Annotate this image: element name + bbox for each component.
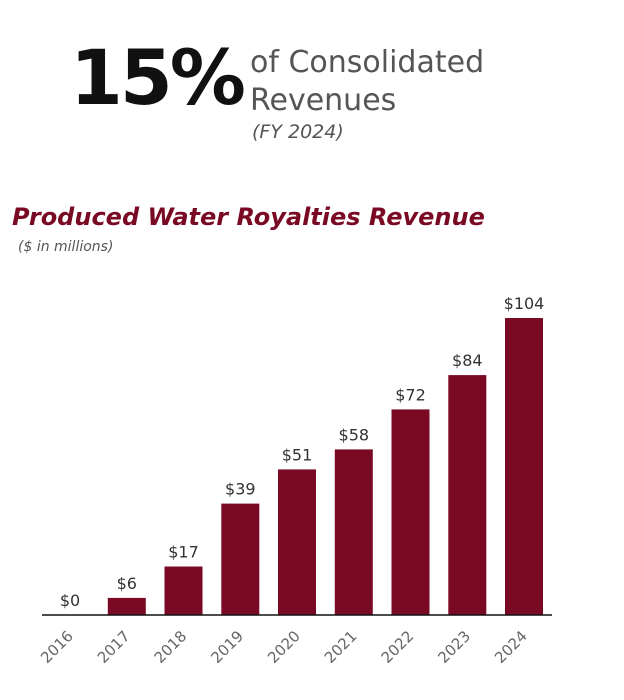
data-label-2023: $84 — [452, 351, 483, 370]
stat-desc-line-2: Revenues — [250, 83, 397, 118]
data-label-2021: $58 — [339, 425, 370, 444]
x-tick-labels-group: 2016 2017 2018 2019 2020 2021 2022 2023 2024 — [37, 627, 531, 667]
data-label-2020: $51 — [282, 445, 313, 464]
data-label-2022: $72 — [395, 385, 426, 404]
x-tick-label-2023: 2023 — [434, 627, 474, 667]
x-tick-label-2019: 2019 — [207, 627, 247, 667]
chart-title: Produced Water Royalties Revenue — [12, 203, 485, 231]
bar-2017 — [107, 597, 146, 615]
chart-subtitle: ($ in millions) — [18, 239, 114, 255]
bar-2020 — [278, 469, 316, 615]
value-labels-group: $0 $6 $17 $39 $51 $58 $72 $84 $104 — [60, 294, 545, 610]
data-label-2024: $104 — [504, 294, 545, 313]
bar-2024 — [505, 318, 543, 615]
x-tick-label-2018: 2018 — [151, 627, 191, 667]
bars-group — [107, 318, 543, 615]
bar-2019 — [221, 503, 260, 615]
data-label-2018: $17 — [168, 543, 199, 562]
stat-period: (FY 2024) — [252, 121, 344, 143]
x-tick-label-2017: 2017 — [94, 627, 134, 667]
bar-2023 — [448, 375, 487, 615]
bar-2022 — [391, 409, 430, 615]
data-label-2019: $39 — [225, 480, 256, 499]
stat-desc-line-1: of Consolidated — [250, 45, 485, 80]
x-tick-label-2021: 2021 — [321, 627, 361, 667]
bar-2021 — [334, 449, 373, 615]
headline-stat-description: of Consolidated Revenues — [250, 44, 484, 120]
data-label-2016: $0 — [60, 591, 80, 610]
x-tick-label-2022: 2022 — [378, 627, 418, 667]
headline-stat-value: 15% — [70, 33, 246, 122]
x-tick-label-2016: 2016 — [37, 627, 77, 667]
x-tick-label-2024: 2024 — [491, 627, 531, 667]
data-label-2017: $6 — [117, 574, 137, 593]
bar-2018 — [164, 566, 203, 615]
x-tick-label-2020: 2020 — [264, 627, 304, 667]
